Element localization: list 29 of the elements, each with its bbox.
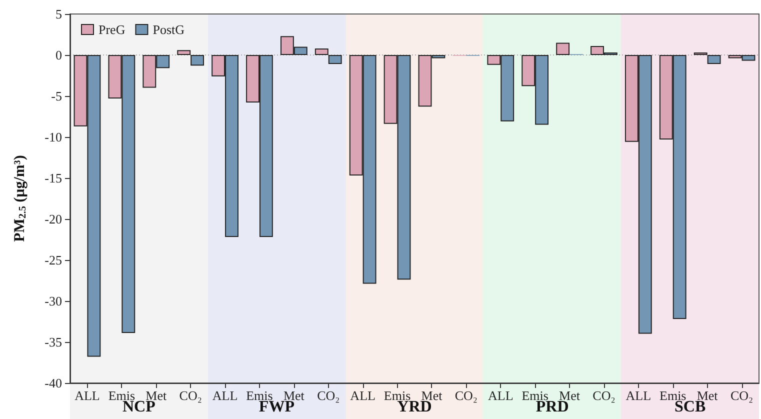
y-tick-label: 0 — [56, 48, 62, 62]
x-tick-label: CO₂ — [592, 388, 616, 403]
x-tick-label: ALL — [212, 388, 238, 403]
x-tick-label: ALL — [626, 388, 652, 403]
bar — [707, 55, 721, 64]
y-tick-label: -25 — [44, 252, 62, 268]
y-tick-label: -35 — [44, 334, 62, 350]
y-tick-label: -15 — [44, 170, 62, 186]
bar — [328, 55, 342, 64]
x-tick-label: CO₂ — [454, 388, 478, 403]
x-tick-label: CO₂ — [179, 388, 202, 403]
bar — [314, 48, 328, 55]
bar — [190, 55, 204, 66]
x-tick-label: ALL — [74, 388, 100, 403]
x-tick-label: CO₂ — [317, 388, 340, 403]
legend-label: PostG — [152, 22, 185, 37]
y-axis-title: PM2.5 (μg/m³) — [12, 155, 28, 242]
bar — [556, 42, 570, 55]
x-tick-label: CO₂ — [730, 388, 754, 403]
x-tick-label: ALL — [488, 388, 514, 403]
y-tick-label: 5 — [56, 6, 62, 22]
legend-label: PreG — [98, 22, 126, 37]
y-tick-label: -30 — [44, 294, 62, 308]
y-tick-label: -10 — [44, 130, 62, 144]
y-tick-label: -40 — [44, 376, 62, 390]
bar — [177, 50, 191, 55]
x-tick-label: ALL — [350, 388, 376, 403]
y-tick-label: -5 — [51, 88, 62, 104]
y-tick-label: -20 — [44, 212, 62, 226]
